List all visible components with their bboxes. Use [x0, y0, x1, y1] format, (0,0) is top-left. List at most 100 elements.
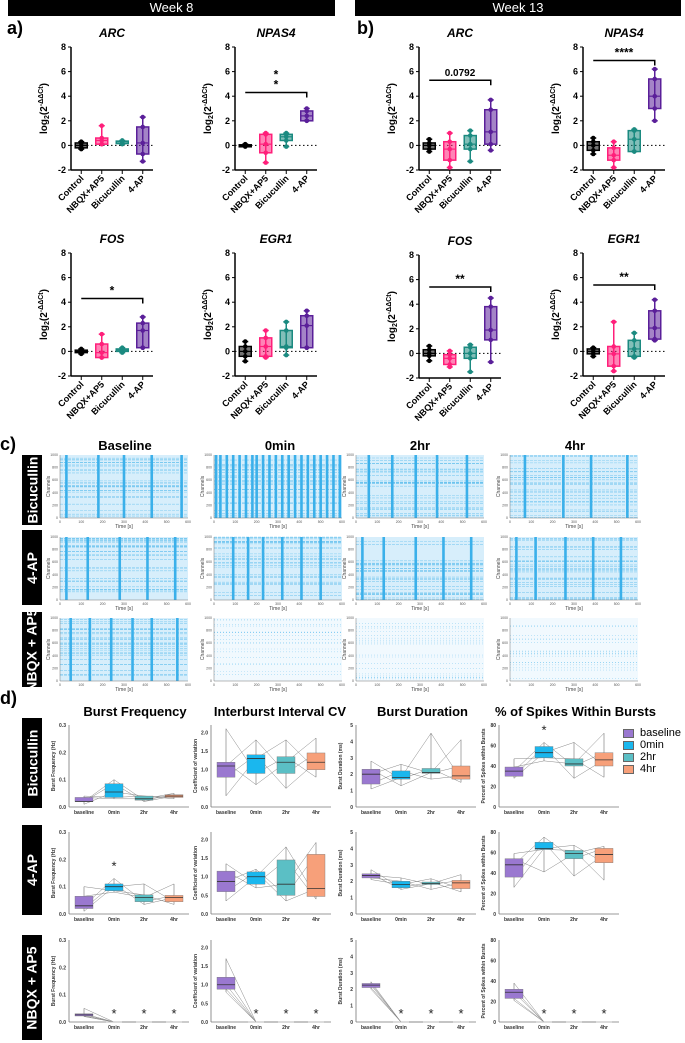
raster-y-tick-label: 200: [206, 585, 212, 589]
data-point: [467, 369, 473, 375]
y-axis-label: log2(2-ΔΔCt): [550, 289, 563, 340]
data-point: [488, 359, 494, 365]
raster-x-tick-label: 400: [142, 683, 148, 687]
y-tick-label: 0.5: [201, 893, 208, 899]
data-point: [283, 328, 289, 333]
y-tick-label: 4: [573, 297, 578, 307]
raster-y-tick-label: 200: [52, 585, 58, 589]
x-tick-label: baseline: [216, 917, 236, 923]
data-point: [447, 356, 453, 361]
week8-header: Week 8: [8, 0, 335, 16]
significance-star: *: [111, 1006, 116, 1021]
raster-x-tick-label: 400: [296, 520, 302, 524]
y-tick-label: 8: [409, 42, 414, 52]
data-point: [631, 149, 637, 154]
sample-trajectory: [83, 883, 175, 909]
raster-x-label: Time [s]: [269, 687, 287, 693]
data-point: [242, 141, 248, 147]
data-point: [467, 141, 473, 147]
raster-x-tick-label: 0: [509, 520, 511, 524]
raster-x-tick-label: 600: [481, 520, 487, 524]
raster-y-label: Channels: [342, 475, 348, 497]
x-tick-label: baseline: [216, 1025, 236, 1031]
y-tick-label: 0.2: [59, 857, 66, 863]
y-axis-label: log2(2-ΔΔCt): [202, 289, 215, 340]
x-tick-label: 4-AP: [126, 379, 148, 401]
burst-band: [150, 455, 154, 518]
data-point: [467, 342, 473, 348]
sample-trajectory: [225, 984, 316, 1023]
y-tick-label: 0.0: [201, 805, 208, 811]
chart-title: ARC: [98, 26, 125, 40]
burst-band: [414, 537, 418, 600]
data-point: [488, 141, 494, 147]
raster-y-tick-label: 600: [348, 560, 354, 564]
burst-band: [414, 455, 418, 518]
box-4-ap: [484, 305, 498, 341]
raster-y-tick-label: 600: [206, 560, 212, 564]
y-tick-label: 4: [350, 846, 353, 852]
burst-band: [214, 455, 218, 518]
box-0min: [104, 783, 124, 798]
legend-item-4hr: 4hr: [623, 763, 681, 775]
data-point: [631, 136, 637, 142]
raster-y-tick-label: 400: [502, 654, 508, 658]
raster-x-tick-label: 0: [509, 683, 511, 687]
data-point: [631, 338, 637, 343]
x-tick-label: 0min: [250, 810, 262, 816]
raster-y-label: Channels: [46, 475, 52, 497]
data-point: [426, 358, 432, 364]
x-tick-label: 4hr: [312, 810, 320, 816]
box-baseline: [74, 797, 94, 802]
data-point: [263, 150, 269, 156]
raster-y-tick-label: 1000: [204, 453, 212, 457]
raster-y-tick-label: 400: [348, 654, 354, 658]
raster-x-tick-label: 100: [528, 520, 534, 524]
y-tick-label: 3: [350, 971, 353, 977]
y-tick-label: 0: [409, 140, 414, 150]
data-point: [652, 118, 658, 124]
d-row-label-bicucullin: Bicucullin: [22, 718, 42, 808]
data-point: [283, 138, 289, 143]
raster-x-tick-label: 0: [509, 602, 511, 606]
y-tick-label: 2: [573, 116, 578, 126]
raster-y-tick-label: 400: [206, 654, 212, 658]
data-point: [447, 157, 453, 163]
x-tick-label: 2hr: [570, 917, 578, 923]
y-tick-label: 40: [490, 764, 496, 770]
box-baseline: [361, 983, 381, 988]
raster-background: [214, 618, 342, 681]
data-point: [488, 107, 494, 113]
data-point: [78, 346, 84, 352]
raster-x-tick-label: 400: [592, 683, 598, 687]
y-axis-label: Burst Frequency (Hz): [51, 847, 57, 898]
raster-y-tick-label: 0: [506, 679, 508, 683]
raster-y-tick-label: 1000: [50, 453, 58, 457]
data-point: [78, 139, 84, 145]
x-tick-label: baseline: [361, 917, 381, 923]
data-point: [652, 66, 658, 72]
y-tick-label: 8: [409, 250, 414, 260]
sample-trajectory: [513, 742, 605, 779]
data-point: [242, 349, 248, 354]
y-tick-label: -2: [406, 373, 414, 383]
sample-trajectory: [83, 878, 175, 906]
x-tick-label: baseline: [361, 1025, 381, 1031]
y-tick-label: 0.2: [59, 750, 66, 756]
y-tick-label: 80: [490, 938, 496, 944]
data-point: [283, 352, 289, 358]
data-point: [99, 331, 105, 337]
burst-metric-box-plots: 0.0 0.1 0.2 0.3 Burst Frequency (Hz) baseline…: [51, 722, 619, 1031]
raster-x-tick-label: 100: [78, 683, 84, 687]
y-tick-label: 80: [490, 830, 496, 836]
y-axis-label: Coefficient of variation: [193, 846, 199, 900]
x-tick-label: 4hr: [170, 810, 178, 816]
raster-x-tick-label: 0: [59, 602, 61, 606]
x-tick-label: baseline: [504, 1025, 524, 1031]
y-tick-label: 0: [493, 805, 496, 811]
raster-y-label: Channels: [496, 475, 502, 497]
y-tick-label: -2: [406, 165, 414, 175]
sample-trajectory: [225, 842, 317, 889]
y-tick-label: 1: [350, 1004, 353, 1010]
significance-label: *: [274, 68, 279, 82]
